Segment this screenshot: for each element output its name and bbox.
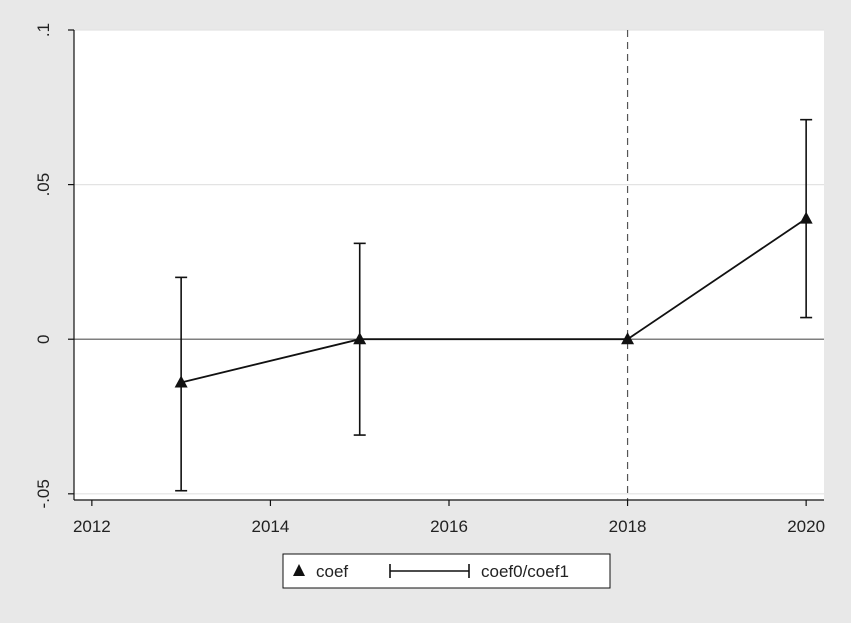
coef-point — [799, 211, 813, 224]
coef-point — [621, 332, 635, 345]
x-tick-label: 2016 — [430, 517, 468, 536]
y-tick-label: .05 — [34, 173, 53, 197]
plot-data — [174, 118, 813, 492]
x-tick-label: 2012 — [73, 517, 111, 536]
y-tick-label: 0 — [34, 334, 53, 343]
legend-triangle-icon — [293, 564, 305, 576]
coef-point — [174, 375, 188, 388]
legend-label-ci: coef0/coef1 — [481, 562, 569, 581]
legend: coef coef0/coef1 — [282, 553, 611, 589]
x-tick-label: 2020 — [787, 517, 825, 536]
y-tick-label: .1 — [34, 23, 53, 37]
grid-lines — [74, 29, 824, 495]
coef-line — [180, 217, 807, 384]
x-tick-label: 2014 — [252, 517, 290, 536]
axes: -.05 0 .05 .1 2012 2014 2016 2018 2020 — [34, 23, 825, 536]
legend-label-coef: coef — [316, 562, 348, 581]
plot-area — [74, 30, 824, 500]
coef-point — [353, 332, 367, 345]
x-tick-label: 2018 — [609, 517, 647, 536]
y-tick-label: -.05 — [34, 479, 53, 508]
